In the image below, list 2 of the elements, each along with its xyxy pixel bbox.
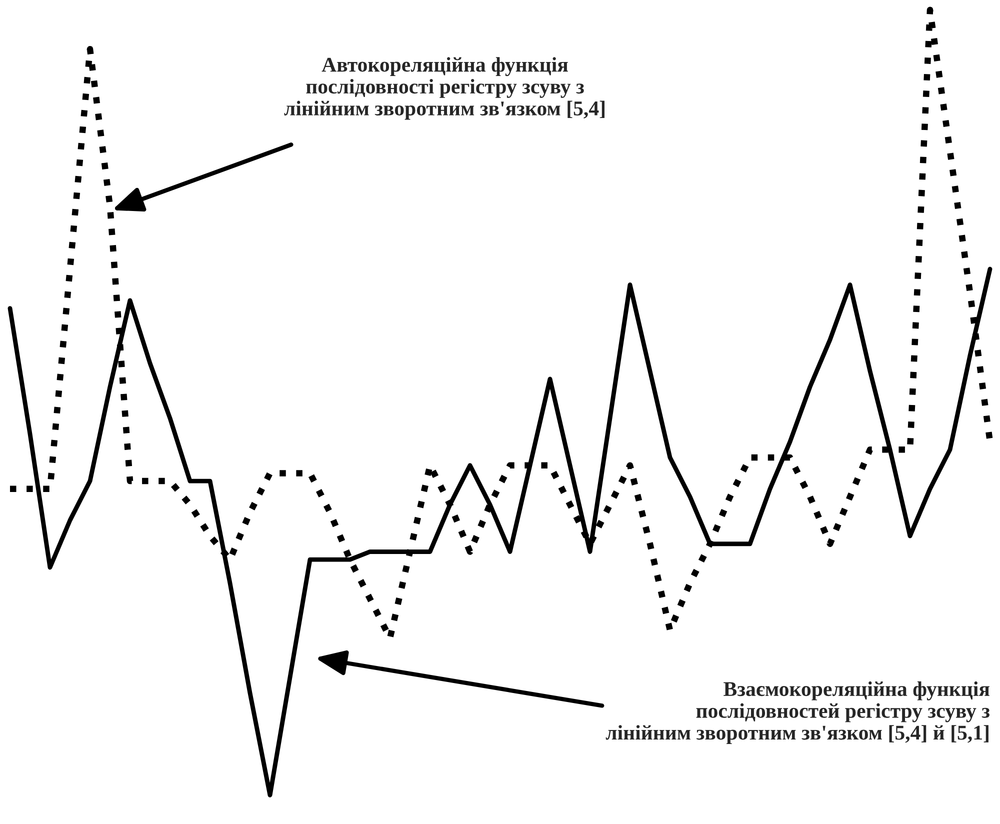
annotation: Взаємокореляційна функція послідовностей регістру зсуву з лінійним зворотним зв'язком [5,4] й [5,1] bbox=[606, 681, 990, 744]
annotation: Автокореляційна функція послідовності регістру зсуву з лінійним зворотним зв'язком [5,4] bbox=[284, 57, 604, 120]
